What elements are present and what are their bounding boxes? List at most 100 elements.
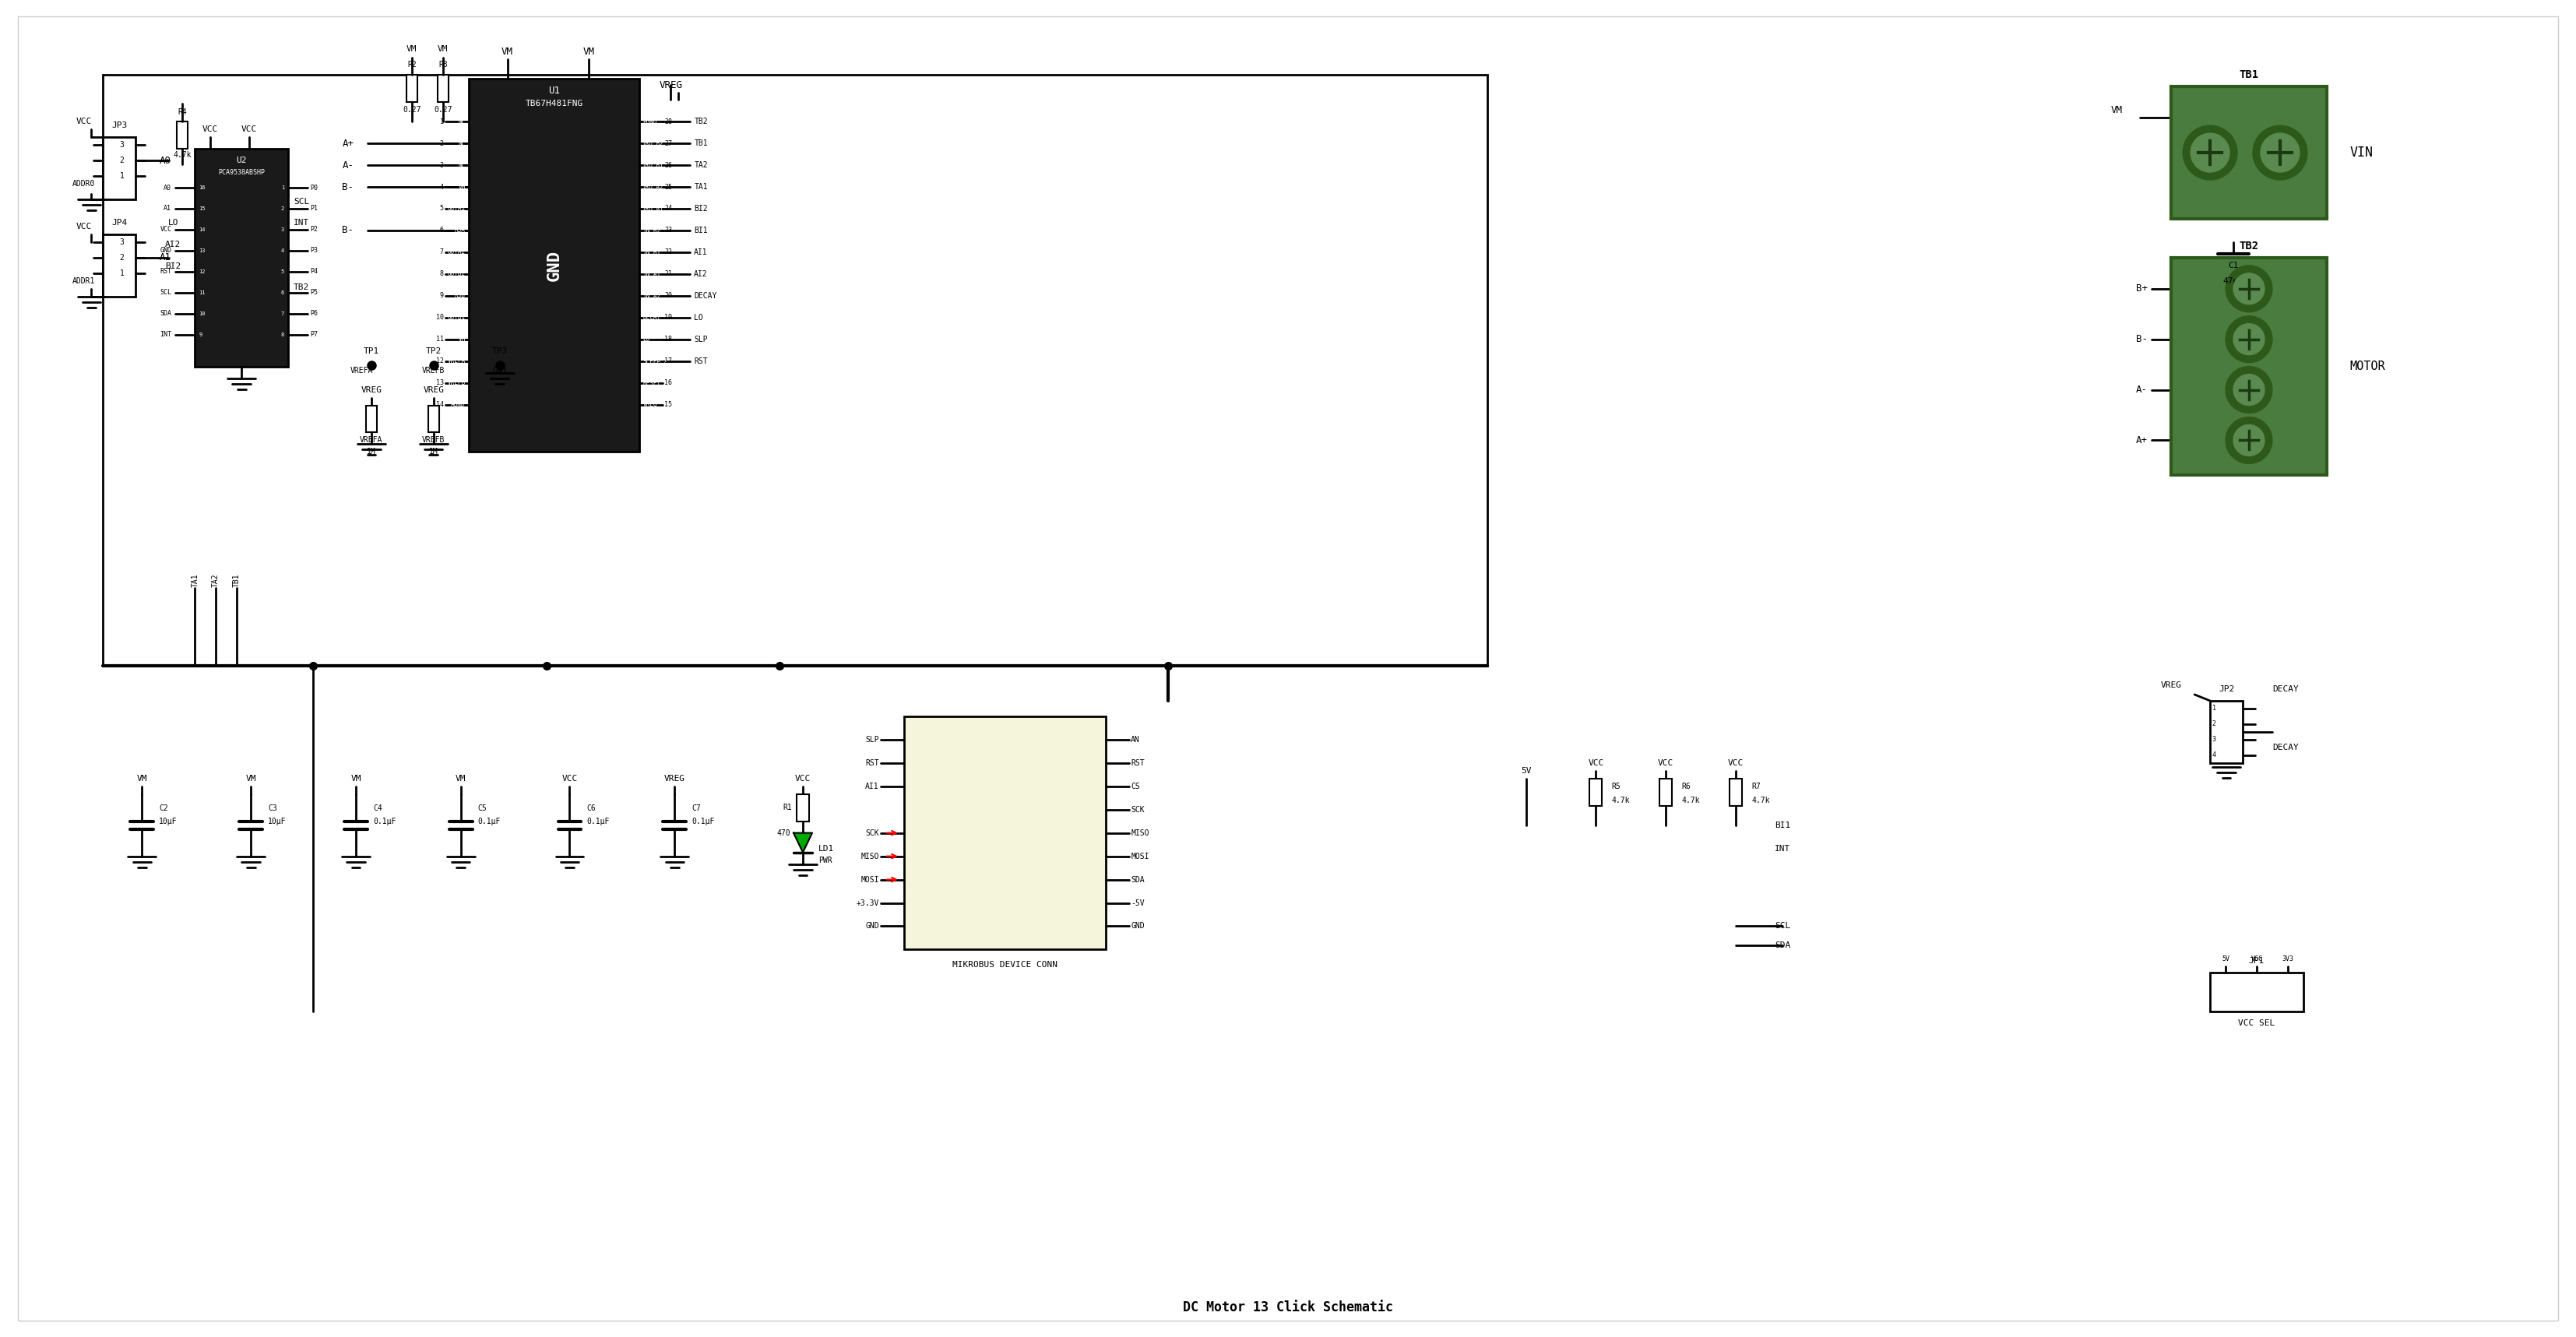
- Bar: [103, 138, 137, 199]
- Text: 16: 16: [665, 380, 672, 386]
- Text: 18: 18: [665, 336, 672, 342]
- Text: 0.1μF: 0.1μF: [479, 817, 500, 825]
- Text: LD1: LD1: [819, 845, 835, 853]
- Text: 17: 17: [665, 357, 672, 365]
- Circle shape: [2226, 316, 2272, 362]
- Text: GND: GND: [866, 923, 878, 931]
- Text: INT: INT: [1775, 845, 1790, 853]
- Bar: [428, 405, 438, 433]
- Circle shape: [2233, 374, 2264, 405]
- Text: VREFB: VREFB: [448, 380, 466, 386]
- Text: CS: CS: [1131, 782, 1141, 790]
- Text: VREG: VREG: [665, 774, 685, 782]
- Text: 8: 8: [281, 333, 283, 337]
- Text: TRQ_A2: TRQ_A2: [641, 183, 665, 190]
- Text: SCK: SCK: [866, 829, 878, 837]
- Text: TRQ_B2: TRQ_B2: [641, 140, 665, 147]
- Text: A0: A0: [160, 155, 170, 166]
- Text: 9: 9: [440, 293, 443, 299]
- Polygon shape: [793, 833, 811, 853]
- Text: 3: 3: [2213, 737, 2215, 743]
- Bar: [196, 148, 289, 366]
- Text: VCC: VCC: [75, 118, 93, 126]
- Text: 8: 8: [440, 270, 443, 278]
- Text: JP4: JP4: [111, 219, 126, 226]
- Text: 47μF: 47μF: [2223, 277, 2244, 285]
- Text: LO: LO: [167, 219, 178, 226]
- Text: A0: A0: [165, 185, 173, 191]
- Text: 9: 9: [198, 333, 201, 337]
- Text: MOSI: MOSI: [860, 876, 878, 884]
- Bar: [904, 717, 1105, 949]
- Text: VREFA: VREFA: [448, 357, 466, 365]
- Text: LO: LO: [693, 314, 703, 321]
- Text: RST: RST: [866, 759, 878, 767]
- Text: 23: 23: [665, 227, 672, 234]
- Circle shape: [2233, 324, 2264, 354]
- Text: MOSI: MOSI: [1131, 853, 1149, 860]
- Text: C4: C4: [374, 804, 381, 812]
- Text: SDA: SDA: [1775, 941, 1790, 949]
- Text: 15: 15: [665, 401, 672, 408]
- Text: VREG: VREG: [422, 386, 443, 393]
- Text: AI2: AI2: [165, 241, 180, 249]
- Text: 1: 1: [118, 269, 124, 277]
- Text: 1: 1: [440, 118, 443, 126]
- Text: VM: VM: [407, 45, 417, 53]
- Text: P5: P5: [309, 289, 317, 295]
- Text: 1: 1: [2213, 705, 2215, 713]
- Text: MISO: MISO: [860, 853, 878, 860]
- Text: IN_B2: IN_B2: [641, 227, 659, 234]
- Text: RSA: RSA: [453, 227, 466, 234]
- Text: RSB: RSB: [453, 293, 466, 299]
- Circle shape: [2233, 273, 2264, 305]
- Text: 2: 2: [118, 156, 124, 164]
- Text: C6: C6: [587, 804, 595, 812]
- Text: AGND: AGND: [451, 401, 466, 408]
- Text: VCC: VCC: [796, 774, 811, 782]
- Bar: [1589, 778, 1602, 806]
- Text: VREG: VREG: [659, 80, 683, 90]
- Text: 20: 20: [665, 293, 672, 299]
- Text: AI2: AI2: [693, 270, 708, 278]
- Text: TRQ_B1: TRQ_B1: [641, 162, 665, 168]
- Text: P6: P6: [309, 310, 317, 317]
- Text: VREFA: VREFA: [350, 366, 374, 374]
- Text: VM: VM: [456, 774, 466, 782]
- Text: 13: 13: [435, 380, 443, 386]
- Text: 4.7k: 4.7k: [1752, 797, 1770, 804]
- Bar: [796, 794, 809, 821]
- Text: VM: VM: [502, 47, 513, 56]
- Text: TRQ_A1: TRQ_A1: [641, 205, 665, 213]
- Text: 10μF: 10μF: [160, 817, 178, 825]
- Text: 22: 22: [665, 249, 672, 255]
- Text: U1: U1: [549, 86, 559, 95]
- Text: 25: 25: [665, 183, 672, 190]
- Text: DC Motor 13 Click Schematic: DC Motor 13 Click Schematic: [1182, 1300, 1394, 1314]
- Text: 11: 11: [435, 336, 443, 342]
- Bar: [1728, 778, 1741, 806]
- Text: 10μF: 10μF: [268, 817, 286, 825]
- Text: OUTB2: OUTB2: [448, 270, 466, 278]
- Text: VREG: VREG: [2161, 682, 2182, 689]
- Text: A1: A1: [165, 205, 173, 213]
- Text: AI1: AI1: [693, 249, 708, 257]
- Text: VCC: VCC: [1659, 759, 1674, 767]
- Text: 14: 14: [198, 227, 206, 233]
- Circle shape: [2226, 417, 2272, 464]
- Text: BI1: BI1: [1775, 821, 1790, 829]
- Text: RST: RST: [693, 357, 708, 365]
- Text: P2: P2: [309, 226, 317, 233]
- Text: P4: P4: [309, 269, 317, 275]
- Text: B-: B-: [2136, 334, 2148, 345]
- Bar: [2210, 701, 2244, 763]
- Text: TP2: TP2: [425, 348, 440, 354]
- Text: SLP: SLP: [693, 336, 708, 344]
- Text: JP1: JP1: [2249, 957, 2264, 965]
- Text: 4.7k: 4.7k: [173, 151, 191, 159]
- Text: 0.1μF: 0.1μF: [587, 817, 611, 825]
- Text: LO: LO: [641, 336, 649, 342]
- Text: OUTB1: OUTB1: [448, 314, 466, 321]
- Text: C1: C1: [2228, 262, 2239, 269]
- Text: VCC: VCC: [2251, 956, 2262, 963]
